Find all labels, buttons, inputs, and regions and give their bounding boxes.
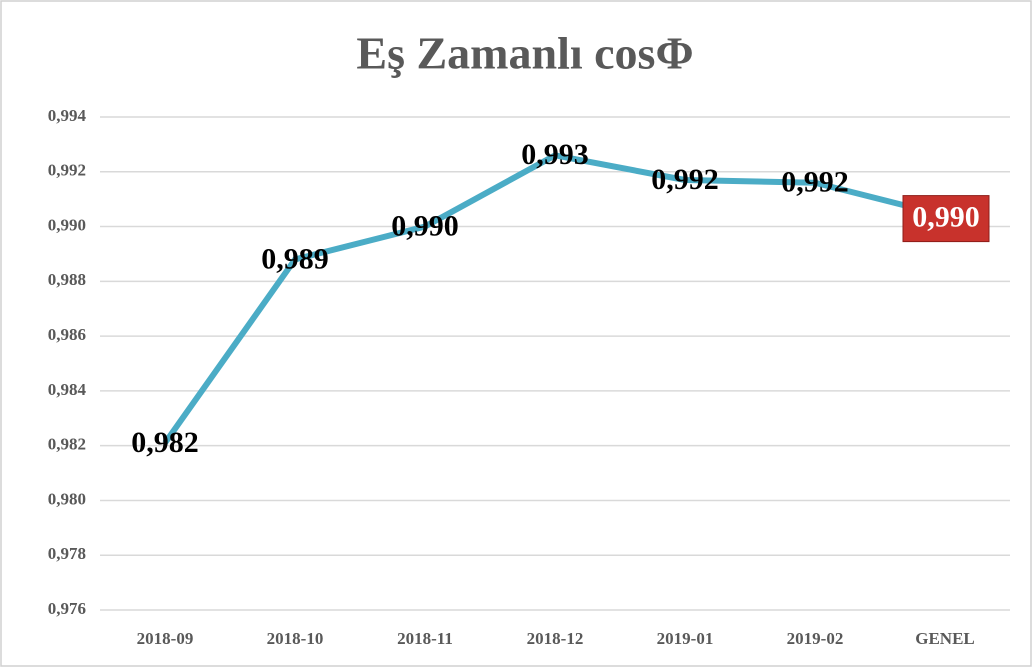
data-label: 0,990 [391,209,459,242]
data-label: 0,982 [131,426,199,459]
y-tick-label: 0,986 [48,325,86,344]
data-label: 0,989 [261,242,329,275]
y-tick-label: 0,992 [48,161,86,180]
y-tick-label: 0,980 [48,489,86,508]
x-tick-label: 2018-12 [527,629,584,648]
y-tick-label: 0,984 [48,380,87,399]
y-tick-label: 0,976 [48,599,86,618]
data-label: 0,993 [521,138,589,171]
x-tick-label: 2019-02 [787,629,844,648]
y-tick-label: 0,990 [48,215,86,234]
y-tick-label: 0,994 [48,106,87,125]
data-label: 0,990 [912,200,980,233]
chart-title: Eş Zamanlı cosΦ [356,28,693,79]
highlight-box [902,195,990,243]
x-tick-label: GENEL [915,629,975,648]
x-tick-label: 2018-10 [267,629,324,648]
y-tick-label: 0,978 [48,544,86,563]
data-label: 0,992 [781,166,849,199]
y-tick-label: 0,988 [48,270,86,289]
data-line [162,152,946,445]
y-tick-label: 0,982 [48,435,86,454]
x-tick-label: 2018-09 [137,629,194,648]
x-tick-label: 2018-11 [397,629,453,648]
data-label: 0,992 [651,163,719,196]
x-tick-label: 2019-01 [657,629,714,648]
